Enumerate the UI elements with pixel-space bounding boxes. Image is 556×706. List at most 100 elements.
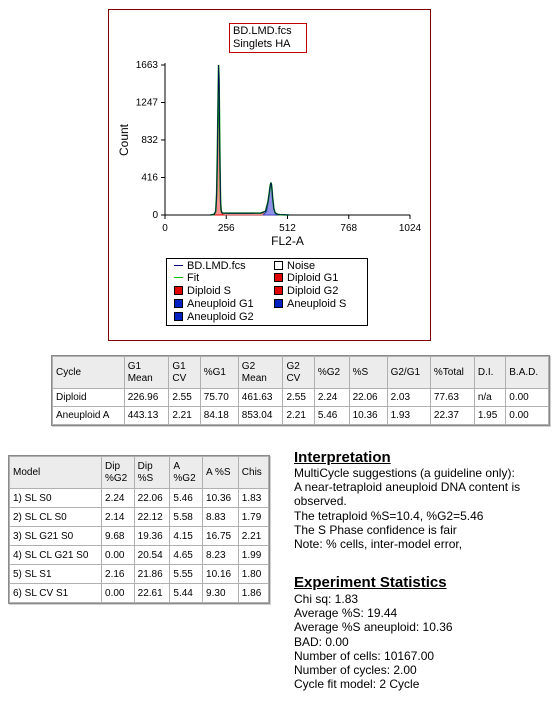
table-cell: 22.06 [133, 488, 171, 508]
histogram-panel: 0 416 832 1247 1663 0 256 512 768 1024 Count FL2-A … [108, 9, 431, 341]
interpretation-line: The S Phase confidence is fair [294, 522, 457, 537]
column-header: B.A.D. [505, 356, 549, 389]
table-cell: 2.21 [168, 406, 201, 425]
column-header-line: G1 [127, 360, 142, 372]
column-header: A %G2 [169, 456, 204, 489]
table-cell: 0.00 [505, 388, 549, 407]
table-cell: 1.83 [237, 488, 270, 508]
table-cell: 461.63 [237, 388, 284, 407]
column-header: %G2 [313, 356, 350, 389]
experiment-stat-line: Average %S: 19.44 [294, 606, 398, 621]
table-cell: 8.23 [202, 545, 239, 565]
legend-color-swatch [274, 273, 283, 282]
column-header-line: Mean [241, 372, 267, 384]
experiment-stat-line: BAD: 0.00 [294, 634, 349, 649]
table-cell: 21.86 [133, 564, 171, 584]
legend-line-swatch [174, 277, 183, 278]
legend-item: Aneuploid G1 [174, 298, 254, 311]
cycle-stats-row: Aneuploid A 443.13 2.21 84.18 853.04 2.21 5.46… [52, 406, 549, 425]
y-tick-label: 416 [141, 172, 158, 183]
table-cell: 4) SL CL G21 S0 [8, 545, 103, 565]
table-cell: 16.75 [202, 526, 239, 546]
table-cell: 2) SL CL S0 [8, 507, 103, 527]
legend-item: Diploid G1 [274, 272, 338, 285]
table-cell: 1.99 [237, 545, 270, 565]
table-cell: 5.46 [313, 406, 350, 425]
model-header-row: Model Dip %G2 Dip %S A %G2 A %S Chis [8, 456, 270, 489]
table-cell: 2.14 [101, 507, 135, 527]
experiment-stat-line: Number of cells: 10167.00 [294, 648, 435, 663]
cycle-stats-header-row: Cycle G1 Mean G1 CV %G1 G2 Mean G2 CV %G2 %S G2/G1 %T… [52, 356, 549, 389]
table-cell: 20.54 [133, 545, 171, 565]
table-cell: 22.37 [429, 406, 475, 425]
legend-color-swatch [174, 286, 183, 295]
legend-line-swatch [174, 265, 183, 266]
legend-label: BD.LMD.fcs [187, 260, 246, 272]
model-row: 4) SL CL G21 S0 0.00 20.54 4.65 8.23 1.99 [8, 545, 270, 565]
legend-label: Noise [287, 260, 316, 272]
table-cell: 10.36 [202, 488, 239, 508]
table-cell: 2.03 [386, 388, 431, 407]
legend-label: Diploid G1 [287, 272, 339, 284]
column-header: Dip %S [133, 456, 171, 489]
legend-label: Diploid S [187, 285, 232, 297]
y-tick-label: 832 [141, 135, 158, 146]
table-cell: 443.13 [123, 406, 170, 425]
legend-color-swatch [274, 261, 283, 270]
table-cell: 0.00 [101, 583, 135, 603]
x-tick-label: 256 [218, 223, 235, 234]
column-header: G2/G1 [386, 356, 431, 389]
table-cell: 10.36 [348, 406, 388, 425]
table-cell: 75.70 [199, 388, 239, 407]
table-cell: 5.55 [169, 564, 204, 584]
cycle-stats-row: Diploid 226.96 2.55 75.70 461.63 2.55 2.24 22.0… [52, 388, 549, 407]
legend-color-swatch [174, 312, 183, 321]
column-header: %S [348, 356, 388, 389]
experiment-stat-line: Average %S aneuploid: 10.36 [294, 620, 453, 635]
column-header-line: Model [13, 466, 41, 478]
fit-line [210, 64, 290, 216]
plot-legend: BD.LMD.fcs Noise Fit Diploid G1 Diploid S Dip… [166, 258, 368, 326]
legend-item: Diploid G2 [274, 285, 338, 298]
interpretation-title: Interpretation [294, 449, 391, 466]
experiment-stat-line: Cycle fit model: 2 Cycle [294, 677, 420, 692]
column-header-line: %S [352, 366, 369, 378]
legend-item: Fit [174, 272, 199, 285]
x-tick-label: 0 [162, 223, 168, 234]
experiment-stat-line: Number of cycles: 2.00 [294, 663, 417, 678]
table-cell: 1.79 [237, 507, 270, 527]
legend-item: BD.LMD.fcs [174, 260, 246, 273]
column-header-line: B.A.D. [509, 366, 539, 378]
table-cell: 2.21 [237, 526, 270, 546]
column-header-line: A [173, 460, 181, 472]
table-cell: Aneuploid A [52, 406, 125, 425]
column-header: %Total [429, 356, 475, 389]
y-axis-label: Count [117, 123, 131, 156]
table-cell: 3) SL G21 S0 [8, 526, 103, 546]
model-table: Model Dip %G2 Dip %S A %G2 A %S Chis 1) SL S0 2.2… [8, 456, 270, 603]
model-row: 3) SL G21 S0 9.68 19.36 4.15 16.75 2.21 [8, 526, 270, 546]
model-row: 6) SL CV S1 0.00 22.61 5.44 9.30 1.86 [8, 583, 270, 603]
table-cell: 84.18 [199, 406, 239, 425]
interpretation-line: The tetraploid %S=10.4, %G2=5.46 [294, 508, 484, 523]
table-cell: 22.61 [133, 583, 171, 603]
table-cell: 22.12 [133, 507, 171, 527]
y-tick-label: 1663 [136, 60, 159, 71]
column-header-line: Cycle [56, 366, 82, 378]
table-cell: 2.16 [101, 564, 135, 584]
column-header: D.I. [473, 356, 507, 389]
y-tick-label: 1247 [136, 98, 159, 109]
legend-color-swatch [174, 299, 183, 308]
column-header-line: Chis [241, 466, 262, 478]
table-cell: 19.36 [133, 526, 171, 546]
model-row: 1) SL S0 2.24 22.06 5.46 10.36 1.83 [8, 488, 270, 508]
table-cell: 5.46 [169, 488, 204, 508]
table-cell: 226.96 [123, 388, 170, 407]
column-header: G1 CV [168, 356, 201, 389]
table-cell: 1.86 [237, 583, 270, 603]
column-header-line: %Total [433, 366, 464, 378]
column-header-line: %G2 [173, 472, 196, 484]
column-header-line: G2 [286, 360, 300, 372]
legend-color-swatch [274, 299, 283, 308]
interpretation-text: MultiCycle suggestions (a guideline only… [294, 466, 520, 551]
